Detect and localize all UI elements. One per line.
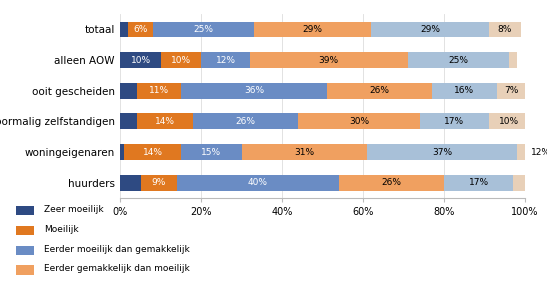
Text: 8%: 8% [498, 25, 512, 34]
Bar [254, 22, 371, 37]
Bar [513, 175, 525, 191]
Text: 29%: 29% [302, 25, 323, 34]
Text: 29%: 29% [420, 25, 440, 34]
Bar [497, 83, 525, 99]
Text: 6%: 6% [133, 25, 148, 34]
Text: Eerder moeilijk dan gemakkelijk: Eerder moeilijk dan gemakkelijk [44, 245, 189, 254]
Bar [420, 113, 488, 129]
Text: 26%: 26% [369, 86, 389, 95]
Text: 30%: 30% [349, 117, 369, 126]
Text: 12%: 12% [216, 56, 236, 65]
Text: 17%: 17% [469, 178, 488, 187]
Bar [201, 52, 250, 68]
Text: 25%: 25% [193, 25, 213, 34]
Bar [517, 144, 547, 160]
Bar [120, 144, 124, 160]
Text: Zeer moeilijk: Zeer moeilijk [44, 205, 103, 214]
Bar [444, 175, 513, 191]
Text: 7%: 7% [504, 86, 518, 95]
Text: 15%: 15% [201, 148, 222, 156]
Text: 16%: 16% [455, 86, 474, 95]
Bar [137, 113, 193, 129]
Text: 26%: 26% [236, 117, 256, 126]
Text: Eerder gemakkelijk dan moeilijk: Eerder gemakkelijk dan moeilijk [44, 264, 189, 273]
Text: 25%: 25% [449, 56, 468, 65]
Bar [488, 22, 521, 37]
Bar [120, 22, 129, 37]
Bar [181, 144, 242, 160]
Bar [339, 175, 444, 191]
Text: 12%: 12% [531, 148, 547, 156]
Text: 26%: 26% [382, 178, 401, 187]
Bar [137, 83, 181, 99]
Bar [242, 144, 367, 160]
Bar [124, 144, 181, 160]
Bar [371, 22, 488, 37]
Bar [432, 83, 497, 99]
Bar [153, 22, 254, 37]
Bar [408, 52, 509, 68]
Bar [367, 144, 517, 160]
Bar [177, 175, 339, 191]
Text: 39%: 39% [319, 56, 339, 65]
Text: 10%: 10% [499, 117, 519, 126]
Text: 14%: 14% [143, 148, 162, 156]
Text: 11%: 11% [149, 86, 169, 95]
Bar [193, 113, 299, 129]
Text: 31%: 31% [294, 148, 315, 156]
Text: 10%: 10% [131, 56, 150, 65]
Text: 17%: 17% [444, 117, 464, 126]
Bar [509, 52, 517, 68]
Bar [120, 113, 137, 129]
Bar [141, 175, 177, 191]
Bar [327, 83, 432, 99]
Bar [250, 52, 408, 68]
Bar [181, 83, 327, 99]
Text: 36%: 36% [244, 86, 264, 95]
Text: 10%: 10% [171, 56, 191, 65]
Bar [488, 113, 529, 129]
Bar [161, 52, 201, 68]
Text: Moeilijk: Moeilijk [44, 225, 78, 234]
Text: 40%: 40% [248, 178, 268, 187]
Text: 37%: 37% [432, 148, 452, 156]
Text: 14%: 14% [155, 117, 175, 126]
Bar [129, 22, 153, 37]
Bar [299, 113, 420, 129]
Bar [120, 83, 137, 99]
Bar [120, 52, 161, 68]
Text: 9%: 9% [152, 178, 166, 187]
Bar [120, 175, 141, 191]
